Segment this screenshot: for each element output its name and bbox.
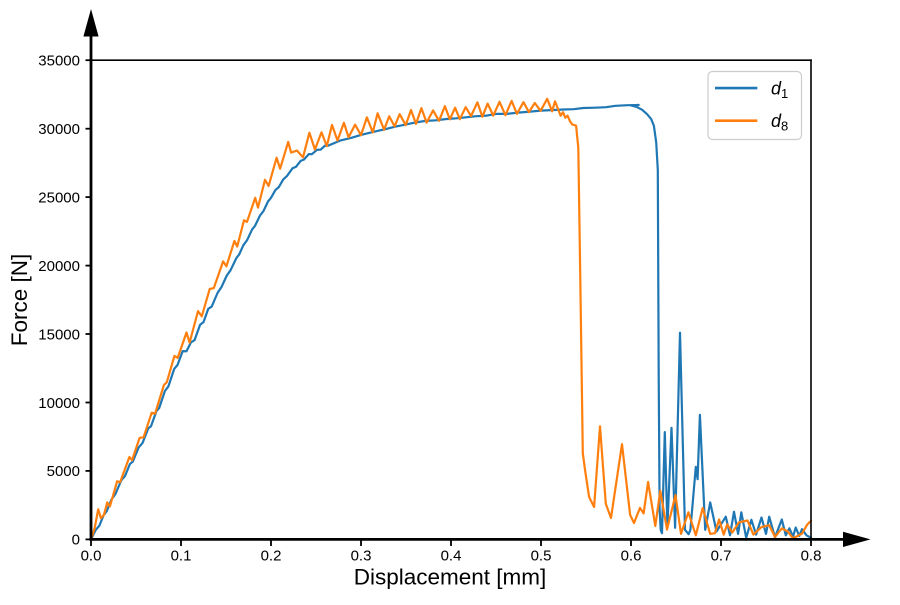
svg-text:0.4: 0.4 — [441, 548, 462, 565]
svg-text:0.1: 0.1 — [171, 548, 192, 565]
svg-text:0.6: 0.6 — [621, 548, 642, 565]
svg-text:30000: 30000 — [38, 121, 80, 138]
svg-text:5000: 5000 — [47, 463, 80, 480]
svg-text:0.7: 0.7 — [711, 548, 732, 565]
svg-text:Displacement [mm]: Displacement [mm] — [354, 564, 547, 589]
svg-text:15000: 15000 — [38, 326, 80, 343]
svg-text:20000: 20000 — [38, 258, 80, 275]
svg-text:0.0: 0.0 — [81, 548, 102, 565]
svg-text:25000: 25000 — [38, 189, 80, 206]
svg-text:35000: 35000 — [38, 53, 80, 70]
svg-text:10000: 10000 — [38, 395, 80, 412]
svg-text:Force [N]: Force [N] — [7, 254, 32, 347]
svg-text:0.3: 0.3 — [351, 548, 372, 565]
svg-text:0.5: 0.5 — [531, 548, 552, 565]
svg-text:0.2: 0.2 — [261, 548, 282, 565]
svg-text:0: 0 — [72, 532, 80, 549]
svg-text:0.8: 0.8 — [801, 548, 822, 565]
